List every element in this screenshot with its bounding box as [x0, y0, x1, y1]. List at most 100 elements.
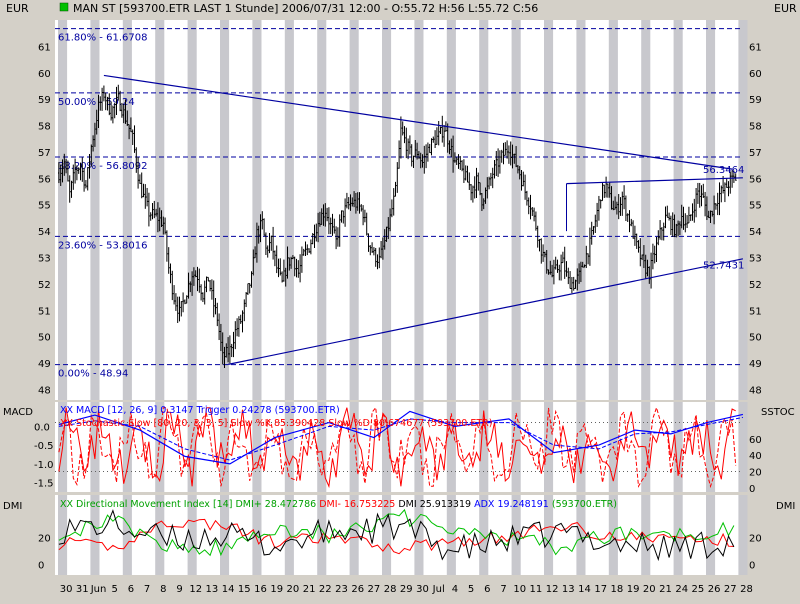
- day-stripe: [706, 495, 716, 575]
- day-stripe: [58, 495, 68, 575]
- x-tick-label: 26: [708, 584, 721, 595]
- x-tick-label: 23: [335, 584, 348, 595]
- day-stripe: [576, 495, 586, 575]
- macd-panel-label: MACD: [3, 407, 33, 418]
- day-stripe: [414, 402, 424, 492]
- price-tick-left: 48: [38, 385, 51, 396]
- x-tick-label: 21: [659, 584, 672, 595]
- day-stripe: [187, 20, 197, 400]
- day-stripe: [511, 495, 521, 575]
- trendline: [227, 258, 744, 365]
- x-tick-label: 20: [643, 584, 656, 595]
- currency-left: EUR: [6, 2, 29, 15]
- x-tick-label: 6: [128, 584, 134, 595]
- stochastic-tick: 0: [749, 484, 755, 495]
- day-stripe: [576, 20, 586, 400]
- x-tick-label: 20: [287, 584, 300, 595]
- day-stripe: [641, 20, 651, 400]
- dmi-value-legend: DMI 25.913319: [398, 499, 471, 510]
- day-stripe: [122, 402, 132, 492]
- price-tick-left: 56: [38, 174, 51, 185]
- day-stripe: [220, 20, 230, 400]
- day-stripe: [382, 402, 392, 492]
- day-stripe: [738, 20, 748, 400]
- x-tick-label: 30: [416, 584, 429, 595]
- price-tick-right: 60: [749, 69, 762, 80]
- day-stripe: [187, 495, 197, 575]
- dmi-tick-right: 20: [749, 534, 762, 545]
- price-panel: [55, 20, 743, 400]
- x-tick-label: 24: [675, 584, 688, 595]
- dmi-symbol-legend: (593700.ETR): [552, 499, 617, 510]
- x-tick-label: 14: [222, 584, 235, 595]
- day-stripe: [349, 402, 359, 492]
- day-stripe: [90, 402, 100, 492]
- price-tick-right: 61: [749, 42, 762, 53]
- price-tick-left: 61: [38, 42, 51, 53]
- price-tick-right: 55: [749, 201, 762, 212]
- day-stripe: [122, 20, 132, 400]
- x-tick-label: 25: [692, 584, 705, 595]
- day-stripe: [511, 402, 521, 492]
- x-tick-label: 31: [76, 584, 89, 595]
- x-tick-label: 28: [384, 584, 397, 595]
- dmi-plus-legend: DMI+ 28.472786: [235, 499, 316, 510]
- x-tick-label: 22: [319, 584, 332, 595]
- x-tick-label: 9: [176, 584, 182, 595]
- price-tick-right: 57: [749, 148, 762, 159]
- day-stripe: [673, 402, 683, 492]
- dmi-legend: XX Directional Movement Index [14] DMI+ …: [60, 499, 617, 510]
- day-stripe: [479, 20, 489, 400]
- day-stripe: [511, 20, 521, 400]
- dmi-legend-prefix: XX Directional Movement Index [14]: [60, 499, 232, 510]
- dmi-tick-left: 0: [38, 560, 44, 571]
- day-stripe: [122, 495, 132, 575]
- x-tick-label: 5: [112, 584, 118, 595]
- macd-tick: 0.0: [34, 422, 50, 433]
- day-stripe: [446, 20, 456, 400]
- price-tick-left: 60: [38, 69, 51, 80]
- day-stripe: [446, 495, 456, 575]
- price-tick-left: 58: [38, 122, 51, 133]
- x-tick-label: 5: [468, 584, 474, 595]
- day-stripe: [317, 402, 327, 492]
- day-stripe: [252, 20, 262, 400]
- day-stripe: [284, 20, 294, 400]
- trendline-value-label: 56.3464: [703, 165, 744, 176]
- x-tick-label: 28: [740, 584, 753, 595]
- day-stripe: [414, 495, 424, 575]
- day-stripe: [544, 402, 554, 492]
- x-tick-label: 12: [189, 584, 202, 595]
- x-tick-label: 18: [611, 584, 624, 595]
- dmi-panel-label-left: DMI: [3, 501, 22, 512]
- price-tick-right: 54: [749, 227, 762, 238]
- price-tick-right: 56: [749, 174, 762, 185]
- x-tick-label: 6: [484, 584, 490, 595]
- fib-label: 38.20% - 56.8092: [58, 161, 147, 172]
- sstoc-panel-label: SSTOC: [761, 407, 795, 418]
- x-tick-label: 15: [238, 584, 251, 595]
- x-tick-label: 13: [562, 584, 575, 595]
- x-tick-label: 11: [530, 584, 543, 595]
- x-tick-label: 13: [206, 584, 219, 595]
- stochastic-tick: 60: [749, 435, 762, 446]
- price-tick-right: 49: [749, 359, 762, 370]
- day-stripe: [187, 402, 197, 492]
- price-tick-left: 53: [38, 254, 51, 265]
- day-stripe: [220, 495, 230, 575]
- day-stripe: [382, 495, 392, 575]
- x-tick-label: 19: [627, 584, 640, 595]
- price-tick-left: 51: [38, 306, 51, 317]
- macd-legend: XX MACD [12, 26, 9] 0.3147 Trigger 0.242…: [60, 405, 340, 416]
- day-stripe: [738, 402, 748, 492]
- x-tick-label: 7: [144, 584, 150, 595]
- x-tick-label: 30: [60, 584, 73, 595]
- x-tick-label: 21: [303, 584, 316, 595]
- x-tick-label: 16: [254, 584, 267, 595]
- day-stripe: [446, 402, 456, 492]
- x-tick-label: 27: [368, 584, 381, 595]
- day-stripe: [608, 495, 618, 575]
- day-stripe: [479, 402, 489, 492]
